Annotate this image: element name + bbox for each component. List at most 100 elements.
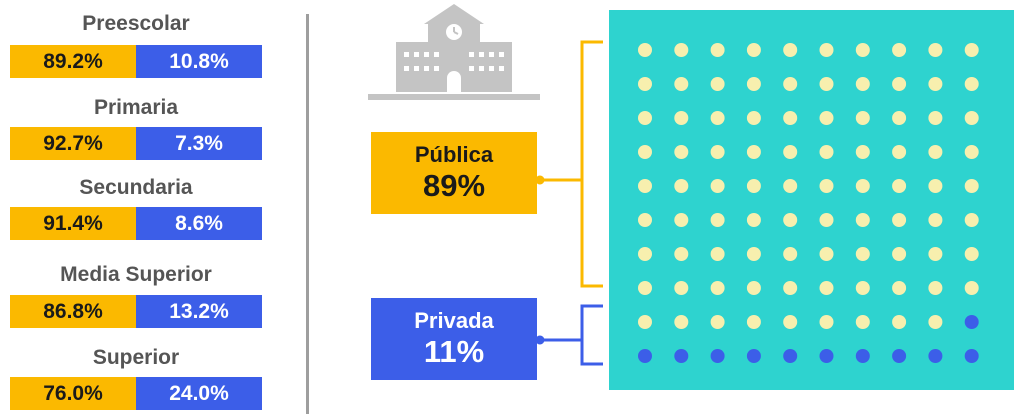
waffle-dot-publica — [710, 111, 725, 125]
waffle-dot-publica — [638, 179, 652, 193]
waffle-dot-publica — [638, 315, 652, 329]
waffle-dot-publica — [638, 281, 652, 295]
waffle-dot-publica — [710, 247, 725, 261]
waffle-dot-publica — [855, 281, 870, 295]
level-title-primaria: Primaria — [93, 96, 179, 119]
waffle-dot-publica — [928, 247, 943, 261]
privada-total-box: Privada 11% — [371, 298, 537, 380]
waffle-dot-publica — [964, 179, 979, 193]
waffle-dot-privada — [674, 349, 689, 363]
bracket-connectors — [537, 40, 603, 366]
waffle-dot-publica — [819, 281, 834, 295]
waffle-dot-publica — [746, 213, 761, 227]
waffle-dot-privada — [638, 349, 652, 363]
waffle-dot-publica — [746, 77, 761, 91]
level-publica-value: 92.7% — [10, 127, 136, 160]
level-title-preescolar: Preescolar — [82, 12, 190, 35]
waffle-dot-publica — [783, 145, 798, 159]
waffle-dot-publica — [892, 281, 907, 295]
waffle-dot-privada — [819, 349, 834, 363]
waffle-dot-privada — [746, 349, 761, 363]
waffle-dot-publica — [964, 281, 979, 295]
level-title-secundaria: Secundaria — [79, 176, 193, 199]
waffle-dot-privada — [964, 349, 979, 363]
waffle-dot-publica — [674, 43, 689, 57]
level-bar-primaria: 92.7% 7.3% — [10, 127, 262, 160]
waffle-dot-publica — [638, 145, 652, 159]
waffle-dot-publica — [819, 43, 834, 57]
waffle-dot-publica — [674, 77, 689, 91]
waffle-dot-publica — [855, 111, 870, 125]
privada-percent: 11% — [423, 334, 485, 369]
waffle-dot-publica — [638, 77, 652, 91]
waffle-dot-publica — [964, 111, 979, 125]
waffle-dot-publica — [892, 43, 907, 57]
publica-label: Pública — [414, 142, 494, 167]
waffle-dot-publica — [638, 111, 652, 125]
waffle-dot-privada — [928, 349, 943, 363]
waffle-dot-publica — [855, 179, 870, 193]
waffle-dots — [638, 43, 979, 363]
level-bar-secundaria: 91.4% 8.6% — [10, 207, 262, 240]
waffle-dot-publica — [964, 145, 979, 159]
waffle-dot-publica — [928, 179, 943, 193]
waffle-dot-publica — [855, 77, 870, 91]
waffle-dot-privada — [855, 349, 870, 363]
waffle-dot-publica — [674, 315, 689, 329]
waffle-dot-publica — [674, 281, 689, 295]
level-title-superior: Superior — [92, 346, 180, 369]
waffle-dot-privada — [710, 349, 725, 363]
level-privada-value: 13.2% — [136, 295, 262, 328]
waffle-dot-publica — [638, 247, 652, 261]
waffle-dot-publica — [928, 213, 943, 227]
waffle-dot-publica — [746, 111, 761, 125]
publica-bracket — [537, 40, 603, 288]
waffle-dot-privada — [783, 349, 798, 363]
waffle-dot-publica — [746, 145, 761, 159]
waffle-dot-publica — [783, 111, 798, 125]
level-privada-value: 7.3% — [136, 127, 262, 160]
level-bar-media-superior: 86.8% 13.2% — [10, 295, 262, 328]
clock-icon — [446, 24, 462, 40]
waffle-dot-publica — [674, 145, 689, 159]
waffle-dot-publica — [674, 111, 689, 125]
level-publica-value: 76.0% — [10, 377, 136, 410]
waffle-dot-publica — [710, 77, 725, 91]
waffle-dot-publica — [674, 247, 689, 261]
waffle-dot-publica — [783, 43, 798, 57]
waffle-dot-publica — [819, 213, 834, 227]
waffle-dot-publica — [892, 315, 907, 329]
waffle-dot-publica — [819, 179, 834, 193]
waffle-dot-publica — [892, 179, 907, 193]
waffle-dot-publica — [710, 179, 725, 193]
waffle-dot-publica — [783, 281, 798, 295]
waffle-dot-publica — [819, 77, 834, 91]
waffle-dot-publica — [855, 145, 870, 159]
waffle-dot-publica — [710, 43, 725, 57]
level-privada-value: 24.0% — [136, 377, 262, 410]
waffle-dot-publica — [710, 213, 725, 227]
level-privada-value: 8.6% — [136, 207, 262, 240]
publica-percent: 89% — [422, 168, 486, 203]
level-privada-value: 10.8% — [136, 45, 262, 78]
waffle-dot-publica — [964, 213, 979, 227]
waffle-dot-publica — [674, 179, 689, 193]
level-bar-preescolar: 89.2% 10.8% — [10, 45, 262, 78]
waffle-chart — [609, 10, 1014, 390]
waffle-dot-privada — [964, 315, 979, 329]
waffle-dot-publica — [710, 281, 725, 295]
waffle-dot-publica — [746, 43, 761, 57]
waffle-dot-publica — [928, 315, 943, 329]
waffle-dot-publica — [819, 315, 834, 329]
waffle-dot-publica — [746, 315, 761, 329]
waffle-dot-publica — [892, 145, 907, 159]
waffle-dot-publica — [783, 315, 798, 329]
level-title-media-superior: Media Superior — [60, 263, 212, 286]
waffle-dot-publica — [928, 145, 943, 159]
waffle-dot-publica — [928, 281, 943, 295]
level-publica-value: 86.8% — [10, 295, 136, 328]
waffle-dot-publica — [638, 43, 652, 57]
waffle-dot-publica — [892, 111, 907, 125]
waffle-dot-publica — [710, 315, 725, 329]
waffle-dot-publica — [964, 247, 979, 261]
